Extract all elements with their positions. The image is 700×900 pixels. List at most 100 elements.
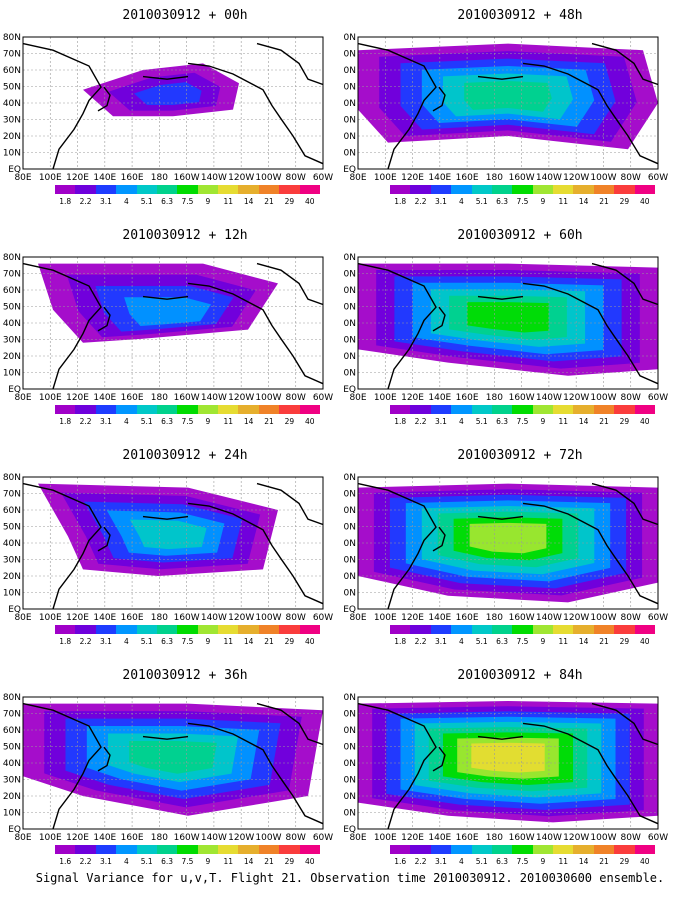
colorbar-label: 40 — [305, 417, 315, 426]
colorbar-label: 3.1 — [434, 197, 447, 206]
lon-tick-label: 80W — [621, 173, 641, 183]
lon-tick-label: 160W — [509, 833, 535, 843]
lat-tick-label: 0N — [344, 589, 356, 599]
colorbar-swatch — [197, 405, 219, 414]
lat-tick-label: 30N — [3, 556, 21, 566]
colorbar-label: 2.2 — [414, 637, 427, 646]
map-frame — [22, 476, 324, 610]
colorbar-label: 1.8 — [59, 637, 72, 646]
colorbar-swatch — [75, 185, 97, 194]
colorbar-label: 14 — [243, 417, 254, 426]
lon-tick-label: 100E — [374, 833, 397, 843]
colorbar-swatch — [218, 185, 239, 194]
colorbar-label: 2.2 — [79, 857, 92, 866]
colorbar-swatch — [593, 845, 615, 854]
colorbar-label: 4 — [458, 197, 464, 206]
figure-caption: Signal Variance for u,v,T. Flight 21. Ob… — [35, 871, 665, 885]
lat-tick-label: 0N — [344, 149, 356, 159]
colorbar-label: 14 — [243, 637, 254, 646]
colorbar-label: 40 — [305, 637, 315, 646]
colorbar-swatch — [95, 625, 117, 634]
map-panel-60h: 2010030912 + 60h 80E 100E 120E 140E 160E 180 1… — [343, 225, 690, 440]
map-panel-24h: 2010030912 + 24h 80E 100E 120E 140E 160E 180 1… — [3, 445, 355, 660]
colorbar-label: 1.6 — [59, 857, 72, 866]
lon-tick-label: 80E — [14, 613, 31, 623]
lat-tick-label: 0N — [344, 506, 356, 516]
lon-tick-label: 60W — [648, 393, 668, 403]
colorbar: 1.8 2.2 3.1 4 5.1 6.3 7.5 9 11 14 21 29 40 — [55, 185, 321, 213]
map-frame — [22, 696, 324, 830]
colorbar-swatch — [593, 625, 615, 634]
lon-tick-label: 60W — [648, 173, 668, 183]
colorbar-label: 4 — [123, 637, 129, 646]
colorbar-swatch — [218, 845, 239, 854]
coastline — [591, 482, 659, 526]
colorbar-swatch — [279, 625, 301, 634]
colorbar-swatch — [390, 845, 411, 854]
lon-tick-label: 120W — [563, 393, 589, 403]
colorbar-swatch — [512, 185, 534, 194]
map-panel-12h: 2010030912 + 12h 80E 100E 120E 140E 160E 180 1… — [3, 225, 355, 440]
lon-tick-label: 140E — [93, 613, 116, 623]
colorbar: 1.8 2.2 3.1 4 5.1 6.3 7.5 9 11 14 21 29 40 — [390, 185, 656, 213]
colorbar-label: 6.3 — [161, 857, 174, 866]
colorbar-swatch — [491, 625, 513, 634]
coastline — [187, 722, 324, 825]
lon-tick-label: 60W — [313, 173, 333, 183]
lat-tick-label: EQ — [343, 825, 356, 835]
lat-tick-label: 70N — [3, 710, 21, 720]
colorbar: 1.8 2.2 3.1 4 5.1 6.3 7.5 9 11 14 21 29 40 — [55, 405, 321, 433]
lon-tick-label: 100E — [374, 393, 397, 403]
colorbar-label: 14 — [578, 197, 589, 206]
variance-contour — [471, 742, 545, 773]
lat-tick-label: 0N — [344, 319, 356, 329]
colorbar-label: 7.5 — [181, 637, 194, 646]
colorbar-swatch — [299, 625, 321, 634]
colorbar-label: 2.2 — [79, 417, 92, 426]
lat-tick-label: 0N — [344, 759, 356, 769]
colorbar-swatch — [55, 185, 76, 194]
lat-tick-label: 50N — [3, 83, 21, 93]
colorbar-swatch — [238, 625, 260, 634]
colorbar-swatch — [471, 185, 493, 194]
colorbar-swatch — [279, 845, 301, 854]
lon-tick-label: 140W — [201, 393, 227, 403]
lat-tick-label: EQ — [8, 825, 21, 835]
lon-tick-label: 100W — [255, 393, 281, 403]
coastline — [357, 482, 437, 610]
lon-tick-label: 80E — [349, 173, 366, 183]
colorbar-swatch — [75, 845, 97, 854]
lat-tick-label: 0N — [344, 83, 356, 93]
lon-tick-label: 140W — [201, 833, 227, 843]
coastline — [357, 262, 437, 390]
lat-tick-label: 20N — [3, 352, 21, 362]
colorbar-swatch — [614, 625, 636, 634]
lon-tick-label: 100E — [374, 173, 397, 183]
lon-tick-label: 140E — [428, 393, 451, 403]
colorbar-label: 9 — [205, 857, 211, 866]
coastline — [97, 86, 111, 112]
colorbar-label: 7.5 — [516, 417, 529, 426]
colorbar-label: 9 — [205, 637, 211, 646]
variance-map: 80E 100E 120E 140E 160E 180 160W 140W 120W 100W 80… — [343, 33, 668, 183]
colorbar-swatch — [299, 845, 321, 854]
coastline — [22, 702, 102, 830]
lon-tick-label: 160W — [509, 613, 535, 623]
coastline — [256, 702, 324, 746]
coastline — [522, 722, 659, 825]
lon-tick-label: 80E — [14, 173, 31, 183]
lat-tick-label: 10N — [3, 589, 21, 599]
colorbar-swatch — [532, 185, 554, 194]
lon-tick-label: 100E — [39, 613, 62, 623]
lat-tick-label: 30N — [3, 116, 21, 126]
colorbar-label: 11 — [558, 417, 569, 426]
lat-tick-label: 0N — [344, 523, 356, 533]
variance-map: 80E 100E 120E 140E 160E 180 160W 140W 120W 100W 80… — [343, 473, 668, 623]
colorbar-label: 2.2 — [79, 637, 92, 646]
lat-tick-label: 10N — [3, 809, 21, 819]
colorbar-swatch — [156, 845, 178, 854]
colorbar-label: 6.3 — [161, 417, 174, 426]
colorbar-swatch — [512, 625, 534, 634]
colorbar-label: 4 — [123, 417, 129, 426]
colorbar-swatch — [197, 625, 219, 634]
